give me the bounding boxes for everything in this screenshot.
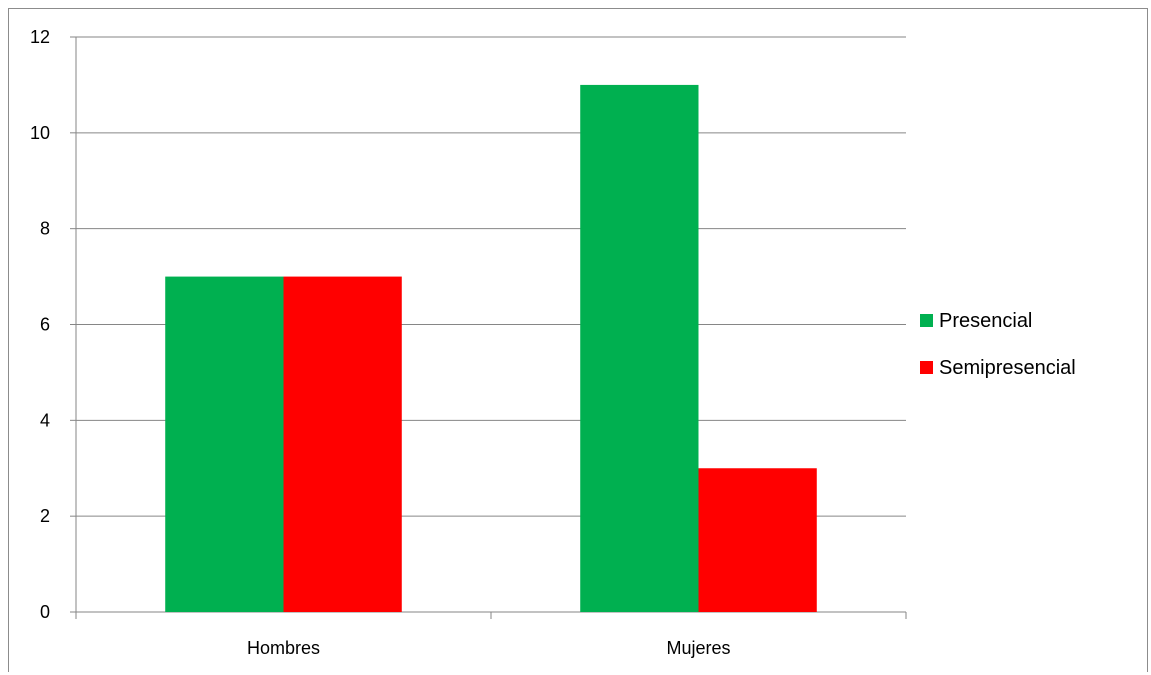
y-tick-label: 0 <box>40 602 50 622</box>
y-tick-labels: 0 2 4 6 8 10 12 <box>30 27 50 622</box>
y-tick-label: 12 <box>30 27 50 47</box>
bar-presencial-mujeres <box>580 84 699 612</box>
bar-presencial-hombres <box>165 276 284 612</box>
y-tick-label: 6 <box>40 315 50 335</box>
category-label-mujeres: Mujeres <box>666 638 730 658</box>
legend-label-presencial: Presencial <box>939 310 1032 332</box>
category-labels: Hombres Mujeres <box>247 638 731 658</box>
legend-label-semipresencial: Semipresencial <box>939 357 1076 379</box>
y-tick-label: 4 <box>40 410 50 430</box>
bar-semipresencial-hombres <box>283 276 402 612</box>
legend: Presencial Semipresencial <box>920 310 1076 379</box>
y-tick-label: 2 <box>40 506 50 526</box>
bars <box>165 84 817 612</box>
y-tick-label: 10 <box>30 123 50 143</box>
legend-swatch-presencial <box>920 314 933 327</box>
bar-semipresencial-mujeres <box>698 468 817 612</box>
category-label-hombres: Hombres <box>247 638 320 658</box>
legend-swatch-semipresencial <box>920 361 933 374</box>
y-tick-label: 8 <box>40 219 50 239</box>
